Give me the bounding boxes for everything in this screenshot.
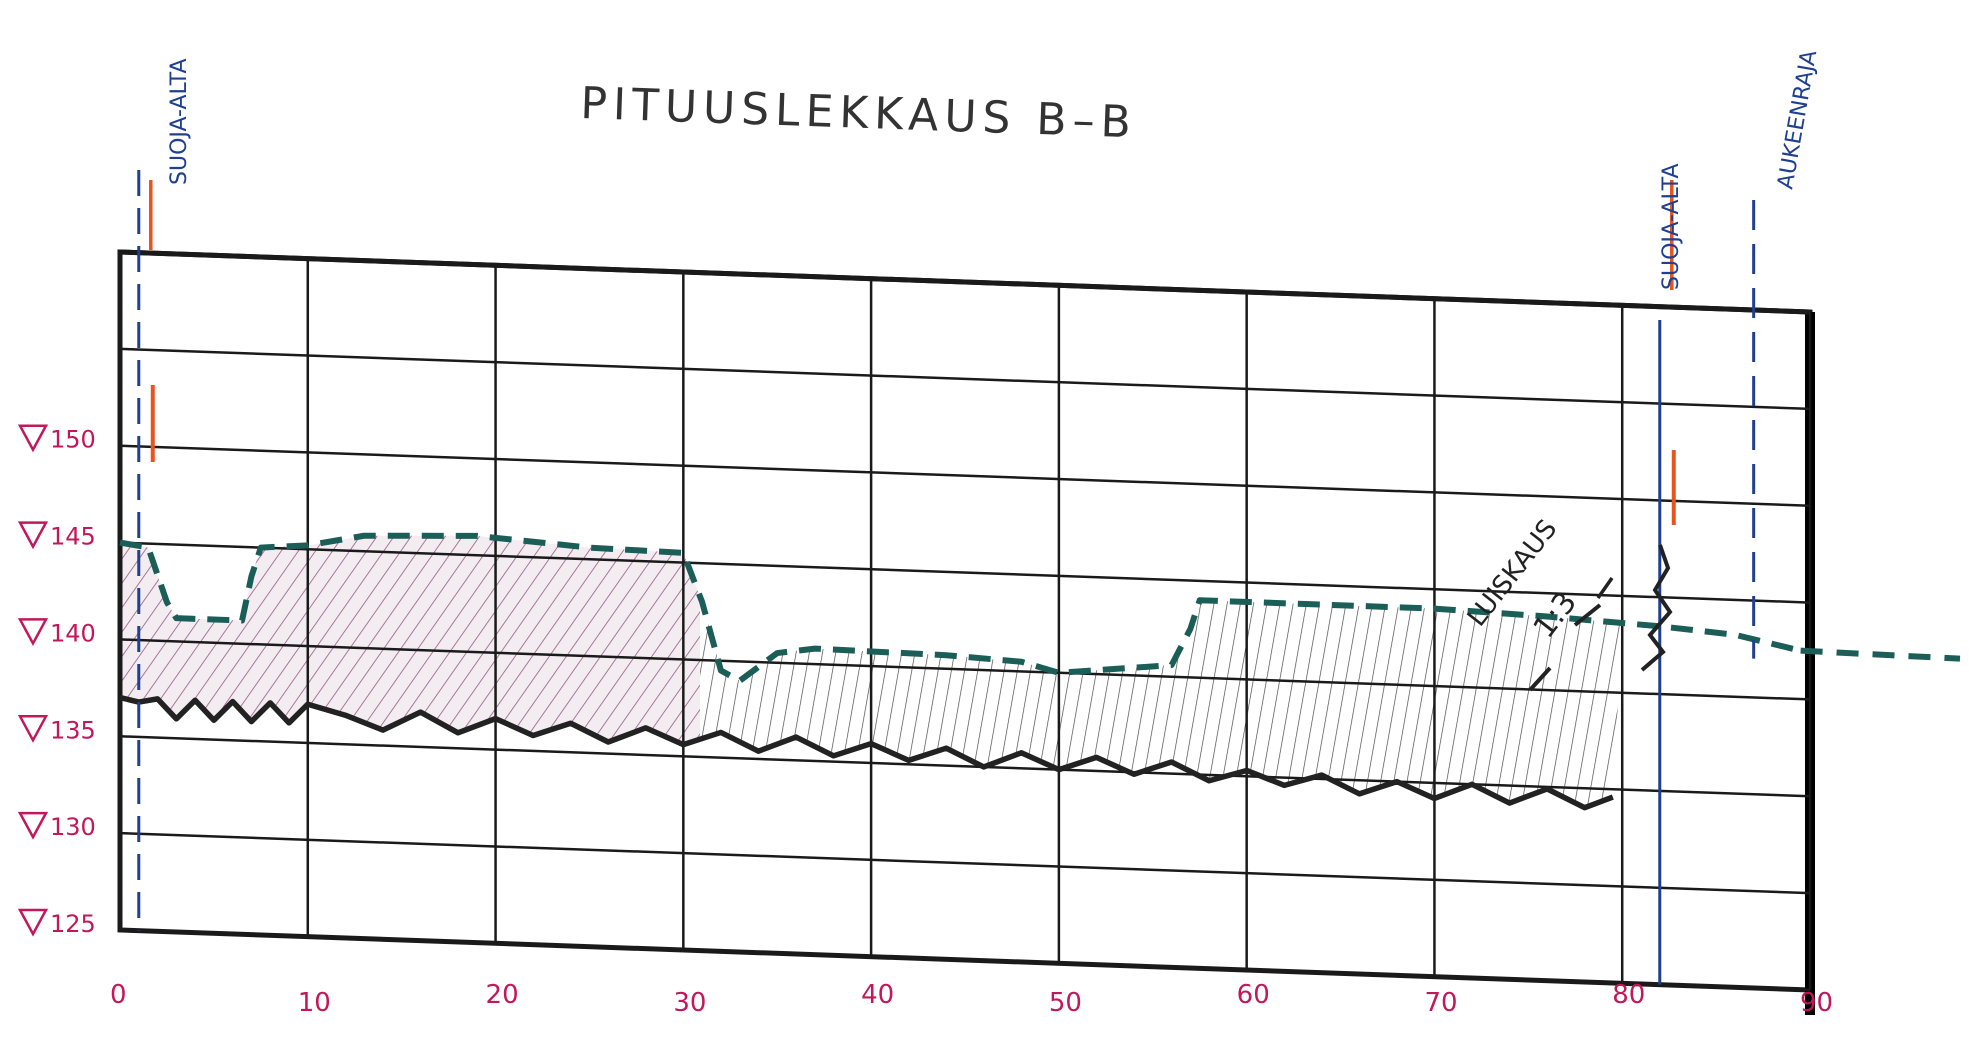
x-axis-labels: 0 10 20 30 40 50 60 70 80 90 bbox=[110, 980, 1833, 1018]
elevation-triangle-icon bbox=[17, 811, 49, 840]
elevation-triangle-icon bbox=[17, 521, 49, 550]
x-tick-label: 50 bbox=[1049, 988, 1082, 1018]
x-tick-label: 20 bbox=[486, 980, 519, 1010]
excavation-bottom-line bbox=[119, 694, 1614, 811]
grid-line-horizontal bbox=[119, 928, 1811, 992]
plot-grid bbox=[117, 249, 1815, 1015]
drawing-title: PITUUSLEKKAUS B–B bbox=[580, 78, 1138, 148]
slope-edge-line bbox=[1640, 544, 1673, 672]
x-tick-label: 40 bbox=[861, 980, 894, 1010]
elevation-triangle-icon bbox=[17, 618, 49, 647]
slope-tick bbox=[1528, 666, 1552, 692]
grid-line-horizontal bbox=[119, 249, 1811, 315]
grid-line-horizontal bbox=[119, 541, 1811, 604]
x-tick-label: 60 bbox=[1237, 980, 1270, 1010]
x-tick-label: 10 bbox=[298, 988, 331, 1018]
cut-area-dark bbox=[700, 596, 1623, 808]
y-tick-label: 140 bbox=[17, 618, 96, 647]
x-tick-label: 0 bbox=[110, 980, 127, 1010]
grid-line-horizontal bbox=[119, 638, 1811, 701]
cut-area-tint bbox=[120, 535, 700, 745]
y-tick-value: 140 bbox=[50, 619, 96, 647]
cut-fill-areas bbox=[120, 535, 1623, 808]
y-tick-label: 125 bbox=[17, 908, 96, 938]
open-limit-label: AUKEENRAJA bbox=[1773, 48, 1822, 191]
grid-line-horizontal bbox=[119, 735, 1811, 798]
y-tick-value: 145 bbox=[50, 523, 96, 551]
left-guard-label: SUOJA-ALTA bbox=[167, 58, 192, 185]
grid-line-horizontal bbox=[119, 831, 1811, 895]
x-tick-label: 70 bbox=[1424, 988, 1457, 1018]
y-tick-label: 130 bbox=[17, 811, 96, 841]
cut-area-purple bbox=[120, 535, 700, 745]
surface-line-extension bbox=[1800, 647, 1961, 662]
y-axis-labels: 150 145 140 135 130 125 bbox=[17, 424, 96, 938]
slope-tick bbox=[1573, 603, 1602, 627]
y-tick-value: 130 bbox=[50, 813, 96, 841]
elevation-triangle-icon bbox=[17, 424, 49, 453]
x-tick-label: 30 bbox=[673, 988, 706, 1018]
ground-surface-line bbox=[119, 532, 1802, 684]
y-tick-label: 135 bbox=[17, 715, 96, 744]
y-tick-value: 135 bbox=[50, 716, 96, 744]
y-tick-label: 145 bbox=[17, 521, 96, 551]
x-tick-label: 80 bbox=[1612, 980, 1645, 1010]
y-tick-label: 150 bbox=[17, 424, 96, 454]
elevation-triangle-icon bbox=[17, 715, 49, 743]
grid-line-horizontal bbox=[119, 347, 1811, 411]
y-tick-value: 125 bbox=[50, 910, 96, 938]
slope-tick bbox=[1596, 576, 1614, 600]
y-tick-value: 150 bbox=[50, 426, 96, 454]
x-tick-label: 90 bbox=[1800, 988, 1833, 1018]
grid-line-horizontal bbox=[119, 444, 1811, 507]
elevation-triangle-icon bbox=[17, 908, 49, 937]
right-guard-label: SUOJA-ALTA bbox=[1659, 163, 1684, 290]
